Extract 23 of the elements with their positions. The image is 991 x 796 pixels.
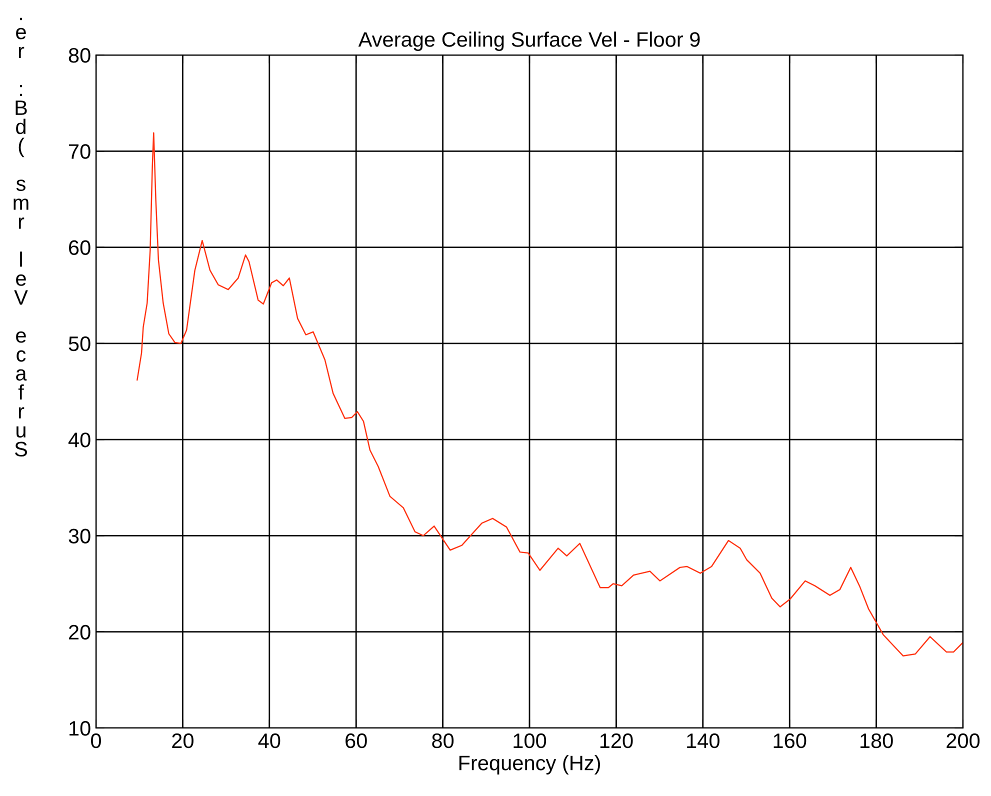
x-tick-label: 160 [774, 733, 806, 748]
x-tick-label: 200 [946, 733, 980, 748]
x-tick-label: 100 [514, 733, 546, 748]
y-tick-label: 40 [68, 432, 90, 448]
x-tick-label: 80 [432, 733, 454, 748]
y-tick-label: 20 [69, 624, 90, 640]
x-tick-label: 40 [258, 733, 280, 748]
x-tick-label: 140 [687, 733, 720, 748]
chart-title: Average Ceiling Surface Vel - Floor 9 [358, 32, 700, 51]
x-tick-label: 20 [172, 733, 194, 748]
x-tick-label: 120 [600, 733, 633, 748]
x-axis-title: Frequency (Hz) [459, 755, 600, 774]
x-tick-label: 0 [91, 733, 101, 748]
x-tick-label: 180 [860, 733, 893, 748]
y-tick-label: 10 [70, 721, 90, 736]
y-tick-label: 70 [69, 144, 90, 159]
y-tick-label: 30 [68, 528, 90, 544]
y-tick-label: 80 [68, 48, 90, 63]
y-tick-label: 50 [68, 336, 90, 352]
x-tick-label: 60 [346, 733, 367, 748]
y-tick-label: 60 [69, 240, 90, 256]
text: . e r : B d ( s m r l e V e c a f r u S [14, 18, 28, 457]
line-series [136, 132, 963, 657]
